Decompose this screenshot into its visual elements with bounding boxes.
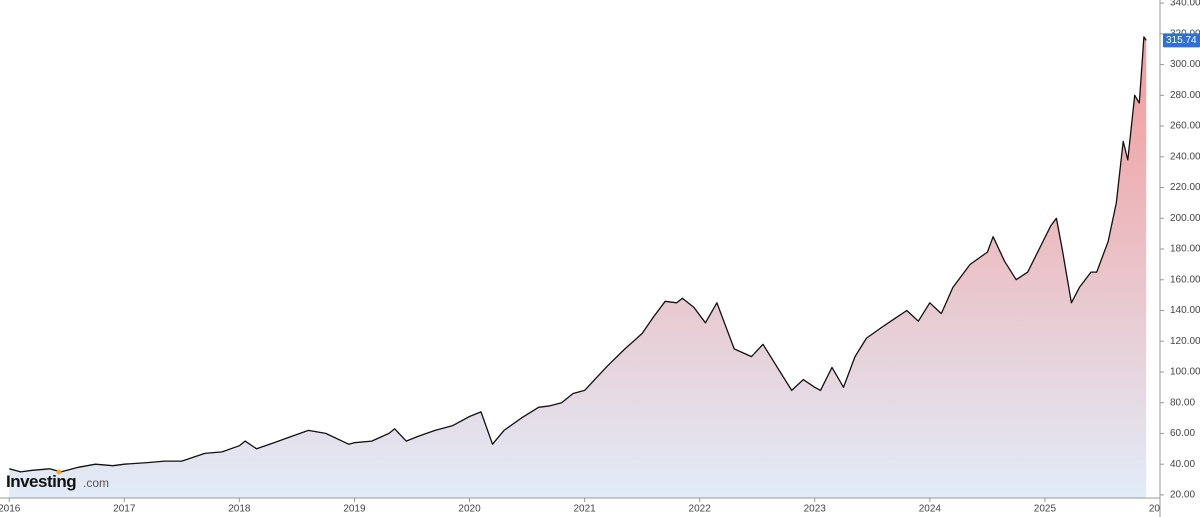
- x-tick-label: 2016: [0, 504, 21, 515]
- y-tick-label: 120.00: [1170, 336, 1200, 347]
- y-tick-label: 60.00: [1170, 428, 1195, 439]
- y-tick-label: 100.00: [1170, 367, 1200, 378]
- x-tick-label: 2022: [689, 504, 712, 515]
- x-tick-label: 2021: [573, 504, 596, 515]
- y-tick-label: 220.00: [1170, 182, 1200, 193]
- x-tick-label: 2018: [228, 504, 251, 515]
- x-tick-label: 2023: [804, 504, 827, 515]
- y-tick-label: 340.00: [1170, 0, 1200, 9]
- y-tick-label: 260.00: [1170, 121, 1200, 132]
- area-fill: [9, 36, 1147, 499]
- price-line: [9, 36, 1147, 473]
- logo-dot: [56, 469, 62, 475]
- last-price-badge: [1163, 33, 1200, 48]
- logo-text: Investing: [6, 472, 76, 491]
- y-tick-label: 300.00: [1170, 59, 1200, 70]
- x-tick-label: 2026: [1149, 504, 1172, 515]
- plot-area: 2016 2017 2018 2019 2020 2021 2022 2023 2024 2025…: [0, 36, 1172, 515]
- x-tick-label: 2025: [1034, 504, 1057, 515]
- last-price-label: 315.74: [1166, 35, 1197, 46]
- y-tick-label: 140.00: [1170, 305, 1200, 316]
- logo: Investing .com: [6, 469, 109, 491]
- x-tick-label: 2020: [458, 504, 481, 515]
- y-tick-label: 20.00: [1170, 490, 1195, 501]
- y-tick-label: 280.00: [1170, 90, 1200, 101]
- x-tick-label: 2024: [919, 504, 942, 515]
- y-tick-label: 80.00: [1170, 397, 1195, 408]
- y-tick-label: 200.00: [1170, 213, 1200, 224]
- x-tick-label: 2019: [343, 504, 366, 515]
- x-tick-label: 2017: [113, 504, 136, 515]
- logo-suffix: .com: [83, 476, 109, 490]
- y-tick-label: 160.00: [1170, 274, 1200, 285]
- y-tick-label: 40.00: [1170, 459, 1195, 470]
- y-tick-label: 180.00: [1170, 244, 1200, 255]
- y-tick-label: 240.00: [1170, 151, 1200, 162]
